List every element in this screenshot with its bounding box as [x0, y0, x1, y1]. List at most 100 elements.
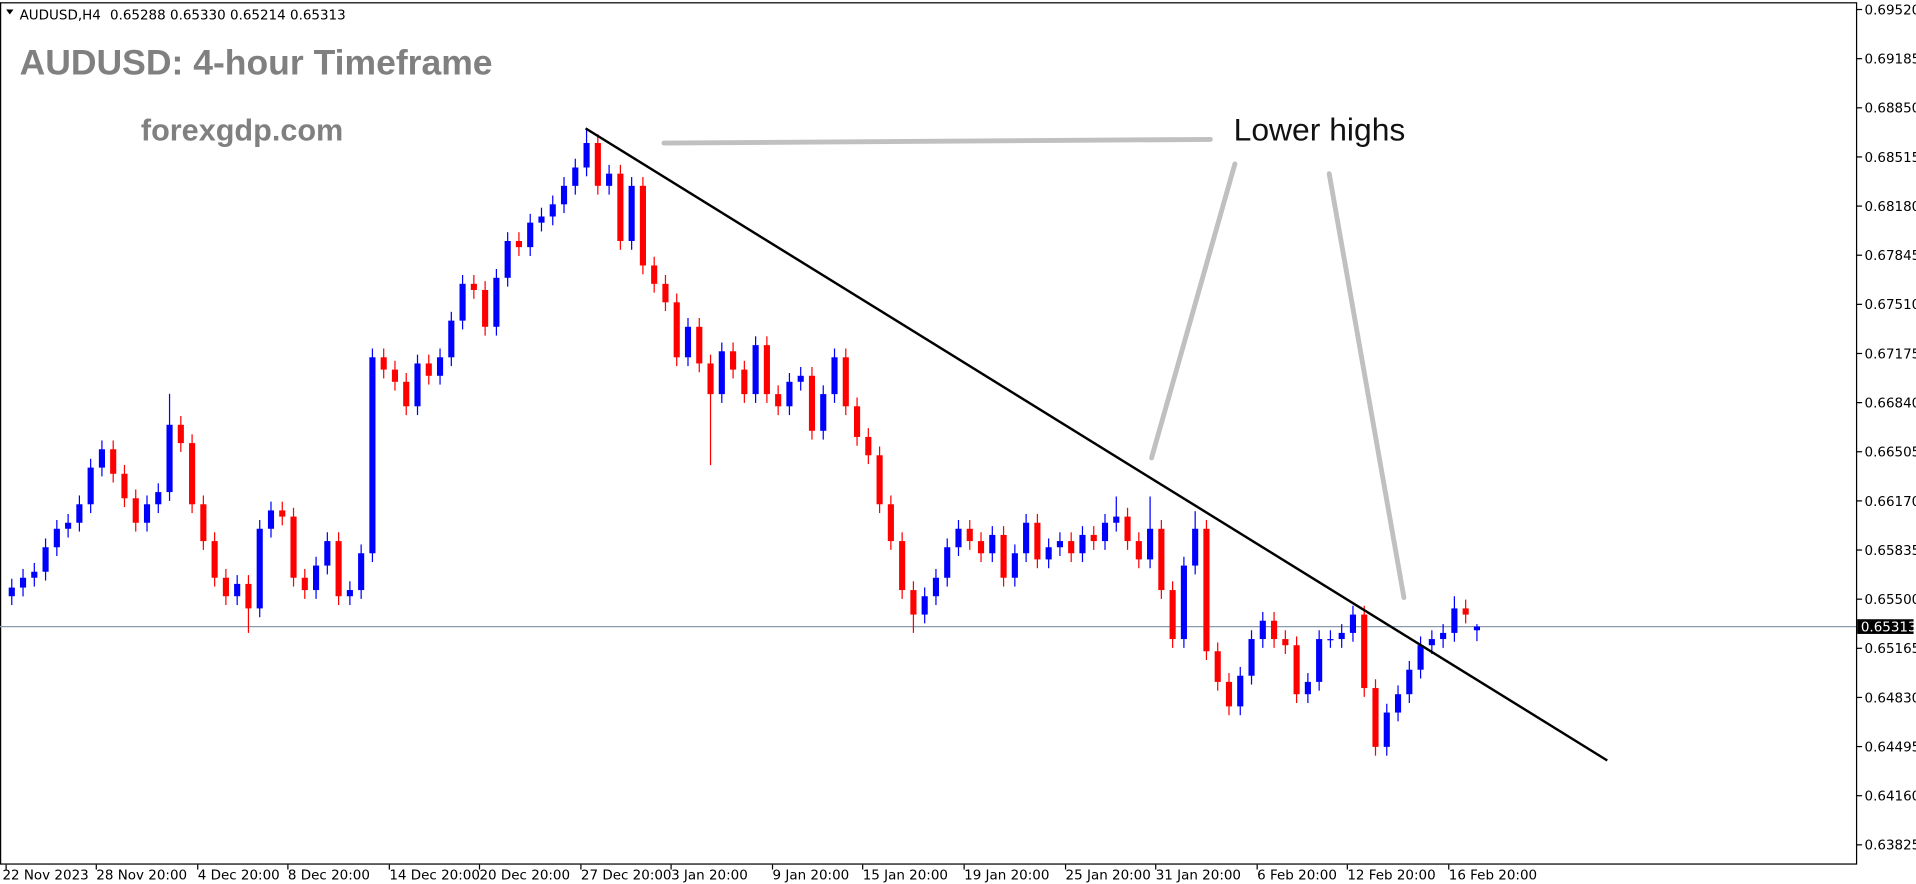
plot-area [0, 128, 1856, 756]
candle-body [775, 394, 782, 407]
candle-body [31, 571, 38, 578]
candle-body [977, 541, 985, 554]
candle-body [628, 185, 635, 241]
menu-icon [6, 9, 14, 15]
candle-body [1462, 608, 1469, 615]
candle-body [403, 381, 410, 407]
candle-body [19, 577, 27, 588]
candle-body [515, 240, 522, 248]
candle-body [865, 436, 872, 456]
candle-body [1451, 608, 1458, 633]
candle-body [189, 443, 196, 505]
candle-body [662, 283, 669, 303]
candle-body [1192, 528, 1199, 566]
candle-body [493, 277, 500, 327]
candle-body [741, 369, 748, 395]
candle-body [76, 504, 83, 523]
pointer-line [661, 136, 1213, 146]
x-tick-label: 14 Dec 20:00 [389, 867, 480, 883]
candle-body [1237, 675, 1244, 707]
x-tick-label: 27 Dec 20:00 [581, 867, 672, 883]
candle-body [177, 424, 184, 444]
candle-body [155, 492, 162, 505]
candle-body [617, 173, 624, 241]
candle-body [921, 596, 928, 615]
candle-body [966, 528, 973, 542]
candle-body [200, 504, 207, 542]
candle-body [245, 583, 252, 609]
candle-body [369, 357, 376, 554]
candle-body [448, 320, 455, 358]
annotation-pointers [661, 136, 1407, 601]
candle-body [639, 185, 646, 266]
candle-body [1158, 528, 1165, 591]
chart-subtitle: forexgdp.com [141, 114, 343, 148]
candle-body [425, 363, 432, 376]
x-tick-label: 3 Jan 20:00 [671, 867, 748, 883]
candle-body [1101, 522, 1109, 542]
candle-body [651, 265, 658, 284]
y-tick-label: 0.65835 [1865, 543, 1916, 559]
candle-body [1180, 565, 1187, 640]
candle-body [110, 449, 117, 474]
candle-body [1023, 522, 1030, 554]
candle-body [1316, 639, 1323, 682]
candle-body [1113, 516, 1120, 523]
candle-body [1147, 528, 1154, 560]
candle-body [797, 375, 804, 382]
candle-body [1282, 639, 1289, 646]
x-tick-label: 12 Feb 20:00 [1347, 867, 1435, 883]
x-tick-label: 4 Dec 20:00 [198, 867, 280, 883]
high-label: 0.65330 [170, 7, 226, 23]
candle-body [820, 394, 827, 431]
candle-body [673, 302, 680, 358]
candle-body [606, 173, 613, 186]
candle-body [763, 345, 770, 395]
y-tick-label: 0.68180 [1865, 199, 1916, 215]
y-tick-label: 0.68850 [1865, 101, 1916, 117]
y-tick-label: 0.66170 [1865, 494, 1916, 510]
candle-body [1372, 688, 1379, 747]
candle-body [831, 357, 838, 395]
candle-body [211, 541, 218, 578]
candle-body [1293, 645, 1300, 695]
pointer-line [1326, 171, 1407, 601]
bid-label-box [1857, 619, 1914, 634]
x-tick-label: 22 Nov 2023 [2, 867, 88, 883]
candle-body [1248, 639, 1255, 676]
chart-title: AUDUSD: 4-hour Timeframe [20, 42, 493, 82]
candle-body [752, 345, 759, 395]
candle-body [594, 143, 601, 186]
candle-body [1045, 547, 1052, 560]
candle-body [470, 283, 477, 290]
y-tick-label: 0.66505 [1865, 445, 1916, 461]
x-tick-label: 20 Dec 20:00 [479, 867, 570, 883]
bid-label: 0.65313 [1861, 619, 1916, 635]
y-tick-label: 0.69520 [1865, 2, 1916, 18]
candle-body [1259, 620, 1266, 640]
y-tick-label: 0.68515 [1865, 150, 1916, 166]
candle-body [8, 587, 15, 597]
candle-body [358, 553, 365, 591]
x-tick-label: 31 Jan 20:00 [1156, 867, 1241, 883]
candle-body [1383, 712, 1390, 747]
candle-body [313, 565, 320, 591]
close-label: 0.65313 [290, 7, 346, 23]
candle-body [887, 504, 894, 542]
candle-body [267, 510, 275, 529]
x-tick-label: 6 Feb 20:00 [1257, 867, 1337, 883]
y-tick-label: 0.69185 [1865, 52, 1916, 68]
candle-body [459, 283, 466, 321]
candle-body [876, 455, 883, 505]
candle-body [1135, 541, 1142, 560]
trendline [584, 127, 1608, 762]
x-tick-label: 19 Jan 20:00 [964, 867, 1049, 883]
candle-body [1338, 632, 1345, 640]
x-tick-label: 8 Dec 20:00 [288, 867, 370, 883]
candle-body [842, 357, 849, 407]
plot-frame [0, 2, 1858, 865]
candle-body [290, 516, 297, 578]
annotation: Lower highs [1234, 112, 1406, 148]
candle-body [899, 541, 906, 591]
